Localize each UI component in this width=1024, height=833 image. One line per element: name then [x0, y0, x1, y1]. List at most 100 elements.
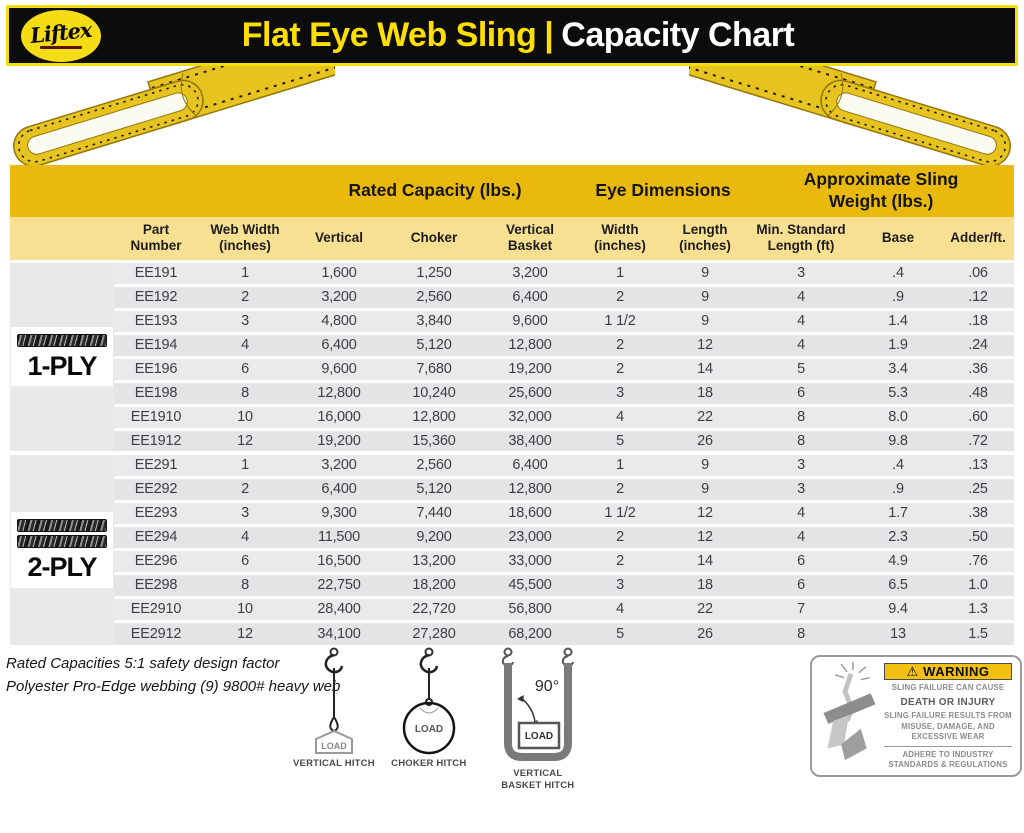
ply-gutter: 2-PLY: [10, 451, 114, 645]
cell-part_number: EE298: [114, 571, 198, 597]
cell-choker: 12,800: [386, 403, 482, 429]
table-row: EE292 2 6,400 5,120 12,800 2 9 3.9.25: [10, 475, 1015, 501]
cell-web_width: 8: [198, 379, 292, 405]
cell-vertical_basket: 12,800: [482, 331, 578, 357]
cell-eye_length: 14: [662, 355, 749, 381]
vertical-hitch-icon: LOAD: [314, 647, 353, 754]
cell-web_width: 3: [198, 307, 292, 333]
cell-choker: 7,680: [386, 355, 482, 381]
cell-adder_per_ft: .38: [942, 499, 1015, 525]
column-header-adder-per-ft: Adder/ft.: [942, 217, 1015, 261]
cell-eye_width: 4: [578, 595, 662, 621]
warning-line-death-injury: DEATH OR INJURY: [900, 697, 996, 709]
cell-choker: 7,440: [386, 499, 482, 525]
column-header-eye-length: Length (inches): [662, 217, 749, 261]
ply-badge: 1-PLY: [11, 327, 113, 387]
cell-part_number: EE294: [114, 523, 198, 549]
ply-label: 1-PLY: [27, 351, 97, 382]
table-row: EE296 6 16,500 13,200 33,000 2 14 6 4.9.76: [10, 547, 1015, 573]
cell-eye_width: 4: [578, 403, 662, 429]
table-header: Rated Capacity (lbs.) Eye Dimensions App…: [10, 165, 1015, 261]
cell-vertical: 11,500: [292, 523, 386, 549]
cell-choker: 27,280: [386, 619, 482, 645]
cell-base: 13: [854, 619, 943, 645]
cell-eye_length: 22: [662, 403, 749, 429]
warning-label: ⚠ WARNING SLING FAILURE CAN CAUSE DEATH …: [810, 655, 1022, 777]
cell-vertical_basket: 19,200: [482, 355, 578, 381]
cell-min_standard_length: 6: [748, 379, 855, 405]
cell-vertical: 19,200: [292, 427, 386, 453]
cell-web_width: 12: [198, 619, 292, 645]
cell-web_width: 3: [198, 499, 292, 525]
column-header-vertical-basket: Vertical Basket: [482, 217, 578, 261]
table-row: 2-PLY EE291 1 3,200 2,560 6,400 1 9 3.4.13: [10, 451, 1015, 645]
cell-adder_per_ft: .36: [942, 355, 1015, 381]
cell-web_width: 10: [198, 403, 292, 429]
cell-vertical: 6,400: [292, 475, 386, 501]
footer: Rated Capacities 5:1 safety design facto…: [0, 647, 1024, 791]
cell-part_number: EE296: [114, 547, 198, 573]
ply-label: 2-PLY: [27, 552, 97, 583]
footnote-safety-factor: Rated Capacities 5:1 safety design facto…: [6, 655, 280, 672]
table-row: EE298 8 22,750 18,200 45,500 3 18 6 6.5 1.0: [10, 571, 1015, 597]
cell-choker: 5,120: [386, 475, 482, 501]
cell-eye_length: 9: [662, 307, 749, 333]
cell-choker: 1,250: [386, 259, 482, 285]
cell-vertical: 34,100: [292, 619, 386, 645]
cell-min_standard_length: 3: [748, 259, 855, 285]
cell-part_number: EE293: [114, 499, 198, 525]
cell-min_standard_length: 7: [748, 595, 855, 621]
title-separator: |: [544, 16, 554, 54]
cell-base: 4.9: [854, 547, 943, 573]
cell-choker: 18,200: [386, 571, 482, 597]
cell-eye_length: 9: [662, 283, 749, 309]
table-row: EE1910 10 16,000 12,800 32,000 4 22 8 8.0.60: [10, 403, 1015, 429]
cell-eye_length: 22: [662, 595, 749, 621]
cell-web_width: 2: [198, 283, 292, 309]
hitch-diagram-vertical: LOAD VERTICAL HITCH: [293, 647, 375, 792]
cell-vertical: 28,400: [292, 595, 386, 621]
cell-base: .4: [854, 259, 943, 285]
cell-web_width: 2: [198, 475, 292, 501]
cell-vertical_basket: 56,800: [482, 595, 578, 621]
column-header-part-number: Part Number: [114, 217, 198, 261]
cell-adder_per_ft: .72: [942, 427, 1015, 453]
cell-web_width: 4: [198, 331, 292, 357]
cell-eye_width: 1 1/2: [578, 307, 662, 333]
cell-choker: 9,200: [386, 523, 482, 549]
cell-vertical_basket: 38,400: [482, 427, 578, 453]
cell-min_standard_length: 5: [748, 355, 855, 381]
ply-badge: 2-PLY: [11, 512, 113, 588]
cell-adder_per_ft: 1.0: [942, 571, 1015, 597]
cell-base: .9: [854, 475, 943, 501]
cell-base: 9.4: [854, 595, 943, 621]
cell-part_number: EE1910: [114, 403, 198, 429]
svg-text:90°: 90°: [535, 678, 559, 695]
hitch-diagrams: LOAD VERTICAL HITCH LOAD CHOKER HITCH: [293, 647, 593, 792]
cell-eye_width: 3: [578, 571, 662, 597]
group-header-row: Rated Capacity (lbs.) Eye Dimensions App…: [10, 165, 1015, 217]
cell-min_standard_length: 4: [748, 499, 855, 525]
cell-vertical_basket: 32,000: [482, 403, 578, 429]
cell-eye_width: 1: [578, 259, 662, 285]
column-header-eye-width: Width (inches): [578, 217, 662, 261]
logo-brand-text: Liftex: [29, 16, 93, 49]
cell-vertical: 16,500: [292, 547, 386, 573]
cell-base: .4: [854, 451, 943, 477]
cell-adder_per_ft: .60: [942, 403, 1015, 429]
cell-eye_length: 18: [662, 571, 749, 597]
cell-web_width: 4: [198, 523, 292, 549]
warning-banner: ⚠ WARNING: [884, 663, 1012, 681]
cell-eye_length: 26: [662, 427, 749, 453]
cell-eye_width: 5: [578, 619, 662, 645]
cell-adder_per_ft: .12: [942, 283, 1015, 309]
cell-part_number: EE2910: [114, 595, 198, 621]
cell-vertical_basket: 25,600: [482, 379, 578, 405]
warning-line-misuse: SLING FAILURE RESULTS FROM MISUSE, DAMAG…: [884, 711, 1012, 741]
footnote-webbing: Polyester Pro-Edge webbing (9) 9800# hea…: [6, 677, 341, 695]
warning-divider: [884, 745, 1012, 747]
cell-choker: 3,840: [386, 307, 482, 333]
column-header-vertical: Vertical: [292, 217, 386, 261]
cell-adder_per_ft: .18: [942, 307, 1015, 333]
cell-choker: 15,360: [386, 427, 482, 453]
